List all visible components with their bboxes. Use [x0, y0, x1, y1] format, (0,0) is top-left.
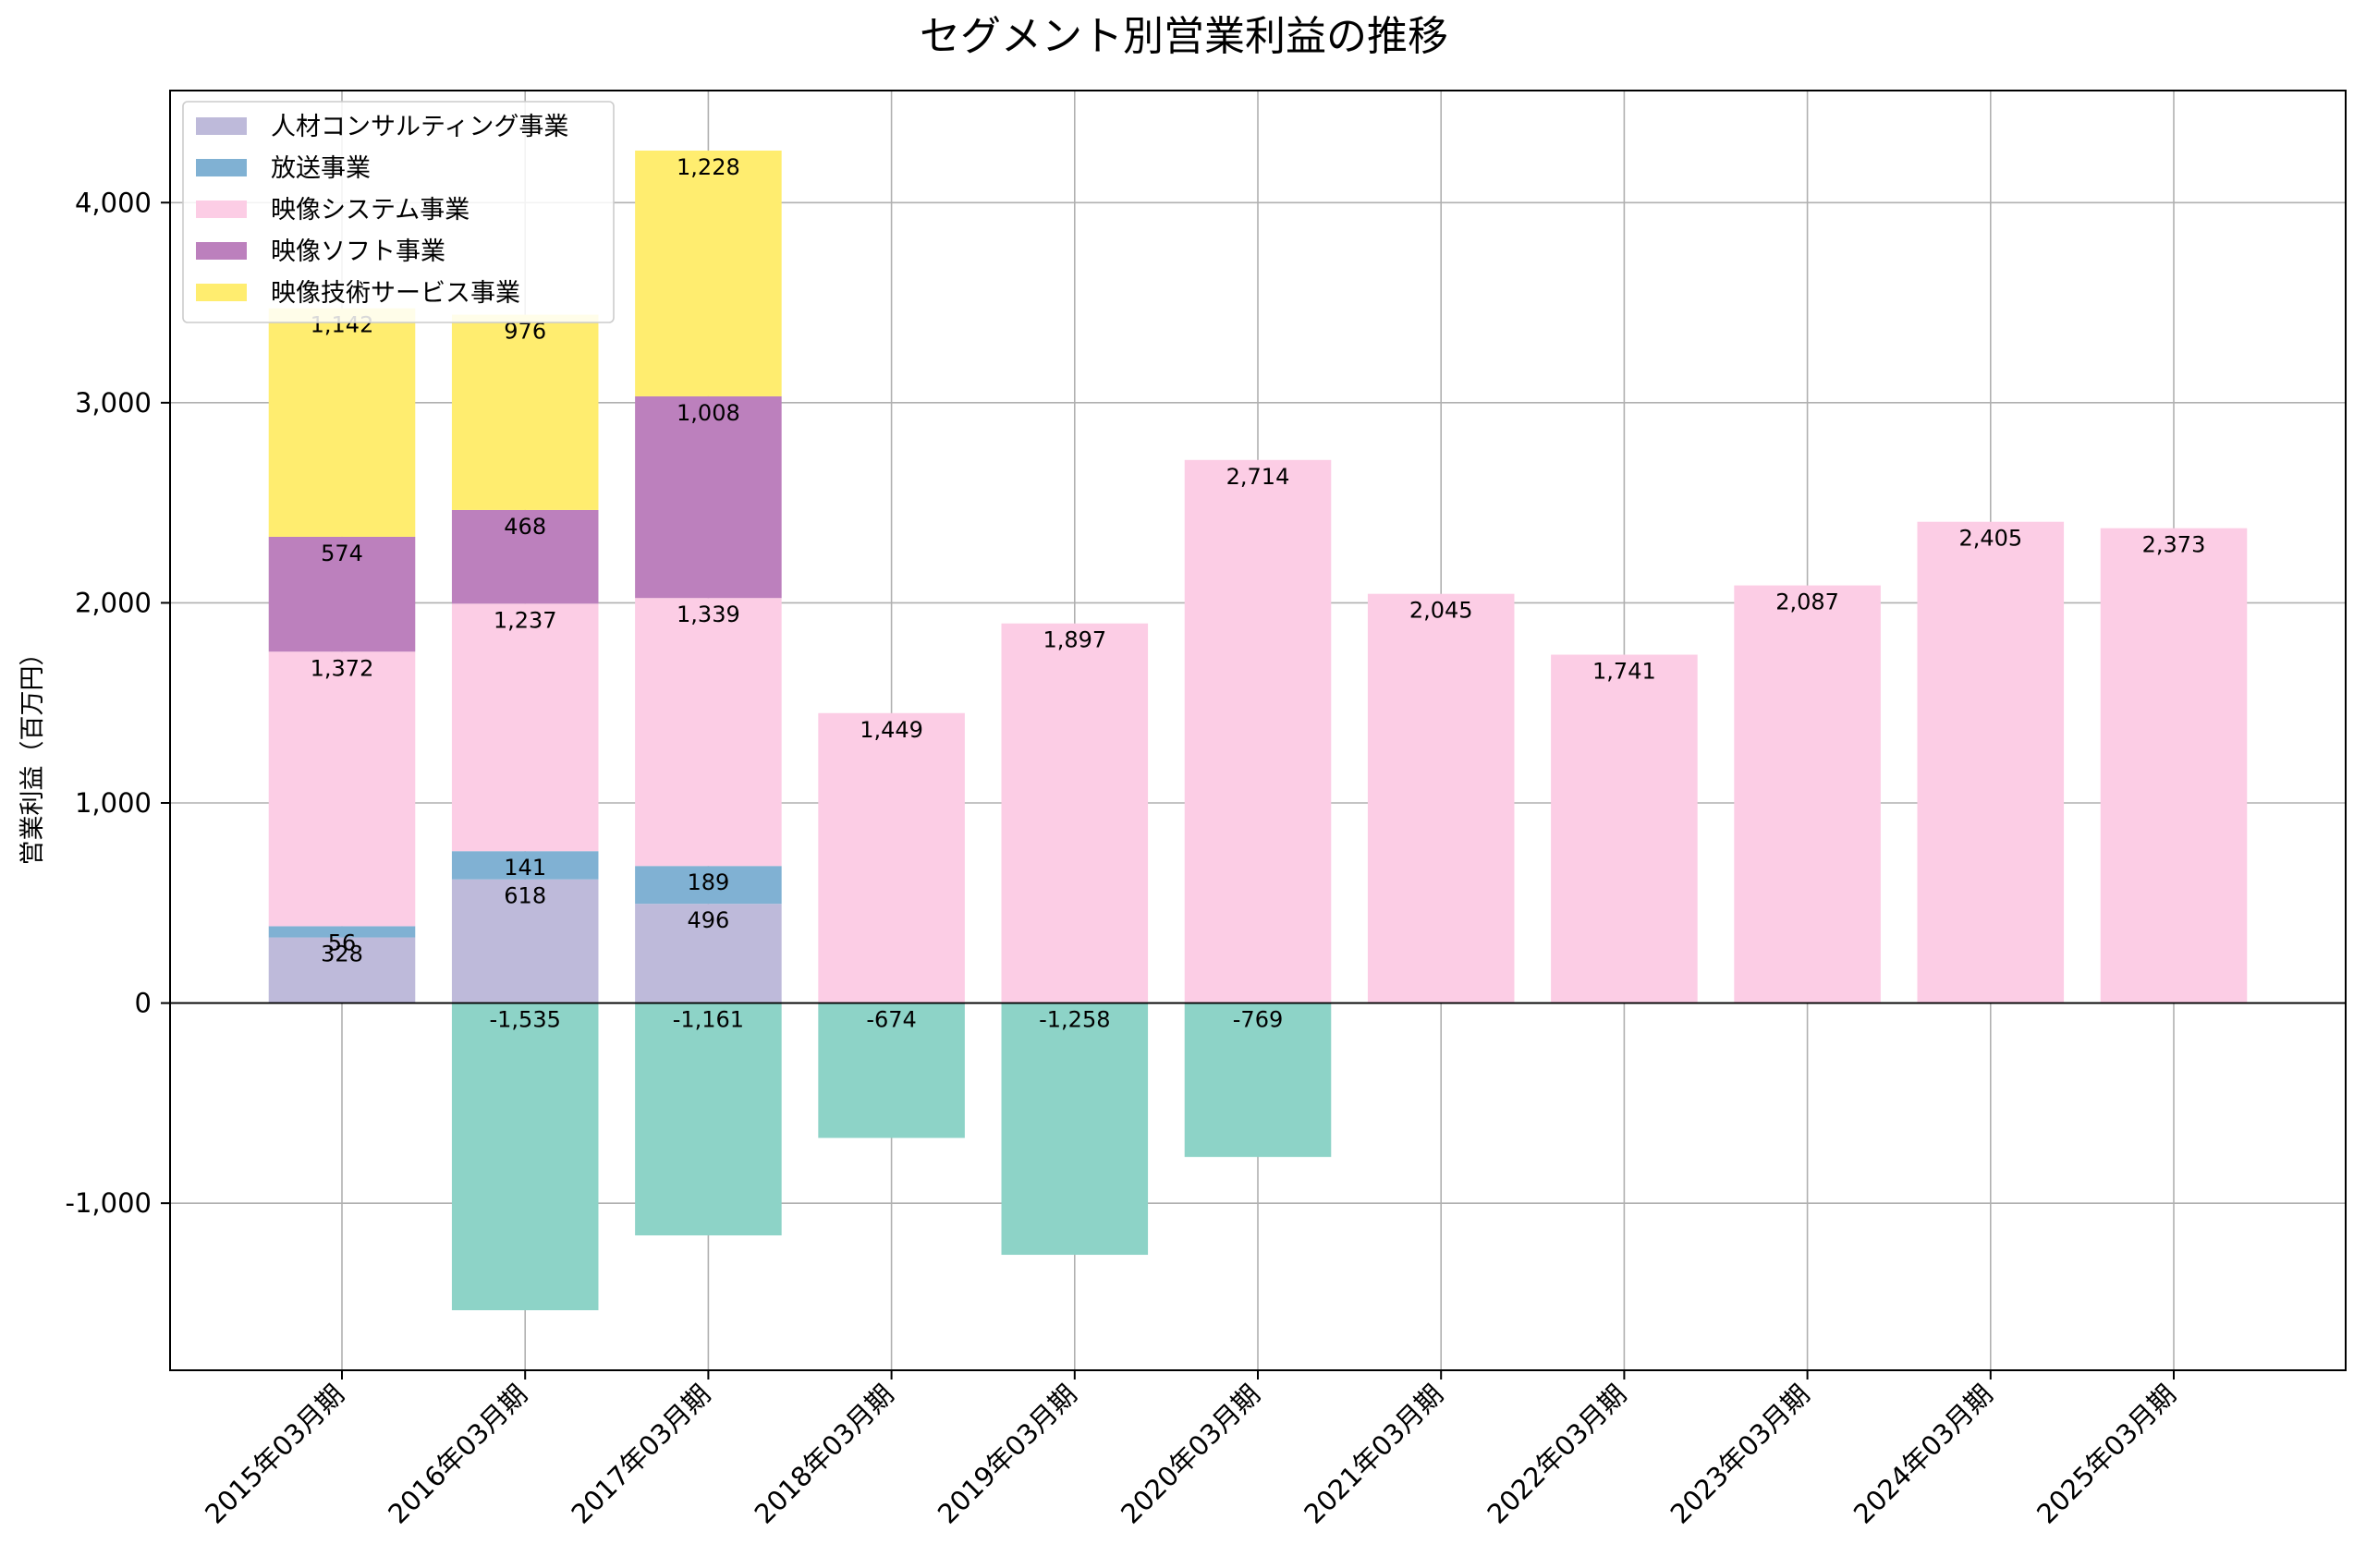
bar-value-label: 2,405	[1958, 526, 2022, 552]
bar-segment	[1001, 623, 1149, 1003]
bar-value-label: 328	[321, 942, 363, 967]
bar-segment	[268, 926, 416, 938]
chart-title: セグメント別営業利益の推移	[920, 13, 1448, 60]
bar-value-label: -1,258	[1039, 1007, 1110, 1033]
x-tick-label: 2022年03月期	[1481, 1379, 1632, 1530]
legend-swatch	[196, 284, 247, 301]
bar-segment	[1001, 1003, 1149, 1256]
bar-segment	[451, 603, 599, 852]
y-tick-label: 2,000	[75, 587, 152, 618]
bar-segment	[635, 866, 782, 905]
y-axis-label: 営業利益（百万円）	[18, 641, 47, 866]
x-tick-label: 2016年03月期	[382, 1379, 533, 1530]
bar-value-label: 1,449	[860, 717, 923, 743]
bar-segment	[268, 651, 416, 927]
bar-value-label: 2,373	[2142, 532, 2206, 558]
bar-value-label: 1,372	[311, 655, 374, 681]
bar-value-label: 496	[687, 907, 729, 933]
legend-swatch	[196, 117, 247, 135]
legend-label: 映像技術サービス事業	[271, 279, 520, 308]
bar-value-label: 56	[328, 930, 357, 955]
legend-label: 人材コンサルティング事業	[271, 113, 568, 141]
bar-value-label: 141	[504, 855, 546, 881]
bar-segment	[1184, 459, 1332, 1003]
bar-value-label: -769	[1233, 1007, 1283, 1033]
bar-segment	[818, 1003, 965, 1138]
legend-label: 映像ソフト事業	[271, 237, 445, 266]
bar-value-label: -1,535	[490, 1007, 561, 1033]
bar-segment	[635, 598, 782, 867]
bar-value-label: 1,741	[1592, 659, 1656, 685]
bar-value-label: -1,161	[673, 1007, 744, 1033]
legend: 人材コンサルティング事業放送事業映像システム事業映像ソフト事業映像技術サービス事…	[182, 101, 615, 323]
legend-swatch	[196, 242, 247, 260]
bar-segment	[451, 1003, 599, 1311]
bar-segment	[451, 879, 599, 1003]
bar-segment	[2100, 528, 2248, 1003]
bar-segment	[451, 509, 599, 604]
legend-swatch	[196, 201, 247, 218]
y-tick-label: 0	[135, 988, 152, 1019]
bar-value-label: 468	[504, 514, 546, 540]
bar-segment	[451, 851, 599, 880]
bar-value-label: 2,045	[1409, 598, 1473, 624]
x-tick-label: 2017年03月期	[565, 1379, 716, 1530]
bar-segment	[1367, 593, 1515, 1003]
bar-segment	[635, 395, 782, 599]
bar-value-label: 618	[504, 883, 546, 909]
data-labels: 328 618 496 56 141 189 1,372 1,237 1,339 1,449 1,8…	[311, 154, 2206, 1033]
bar-value-label: 1,237	[494, 607, 557, 633]
x-tick-label: 2025年03月期	[2031, 1379, 2182, 1530]
bar-segment	[268, 937, 416, 1003]
y-tick-label: 3,000	[75, 387, 152, 419]
legend-box	[182, 101, 615, 323]
bar-value-label: 189	[687, 869, 729, 895]
y-tick-label: -1,000	[66, 1187, 152, 1219]
legend-label: 放送事業	[271, 154, 371, 183]
x-tick-label: 2023年03月期	[1665, 1379, 1816, 1530]
y-tick-label: 1,000	[75, 787, 152, 819]
x-tick-label: 2019年03月期	[932, 1379, 1083, 1530]
bar-segment	[268, 308, 416, 537]
bar-segment	[268, 536, 416, 652]
x-tick-label: 2021年03月期	[1298, 1379, 1449, 1530]
y-tick-label: 4,000	[75, 187, 152, 218]
bar-value-label: 1,228	[677, 154, 740, 180]
bar-segment	[1551, 654, 1698, 1003]
bar-value-label: 2,087	[1775, 590, 1839, 615]
bar-segment	[818, 712, 965, 1003]
bars	[268, 150, 2248, 1311]
bar-segment	[1734, 585, 1881, 1003]
x-tick-label: 2024年03月期	[1848, 1379, 1999, 1530]
x-tick-label: 2018年03月期	[749, 1379, 900, 1530]
bar-value-label: 2,714	[1226, 464, 1290, 490]
legend-swatch	[196, 159, 247, 176]
bar-value-label: -674	[866, 1007, 916, 1033]
bar-segment	[1917, 521, 2065, 1003]
bar-segment	[635, 1003, 782, 1236]
legend-label: 映像システム事業	[271, 196, 470, 225]
bar-value-label: 1,897	[1043, 627, 1106, 653]
bar-value-label: 1,339	[677, 602, 740, 627]
bar-value-label: 1,008	[677, 400, 740, 426]
bar-segment	[635, 904, 782, 1003]
bar-segment	[635, 150, 782, 396]
bar-segment	[1184, 1003, 1332, 1158]
bar-value-label: 574	[321, 541, 363, 566]
bar-segment	[451, 314, 599, 510]
x-tick-label: 2020年03月期	[1115, 1379, 1266, 1530]
x-tick-label: 2015年03月期	[199, 1379, 350, 1530]
